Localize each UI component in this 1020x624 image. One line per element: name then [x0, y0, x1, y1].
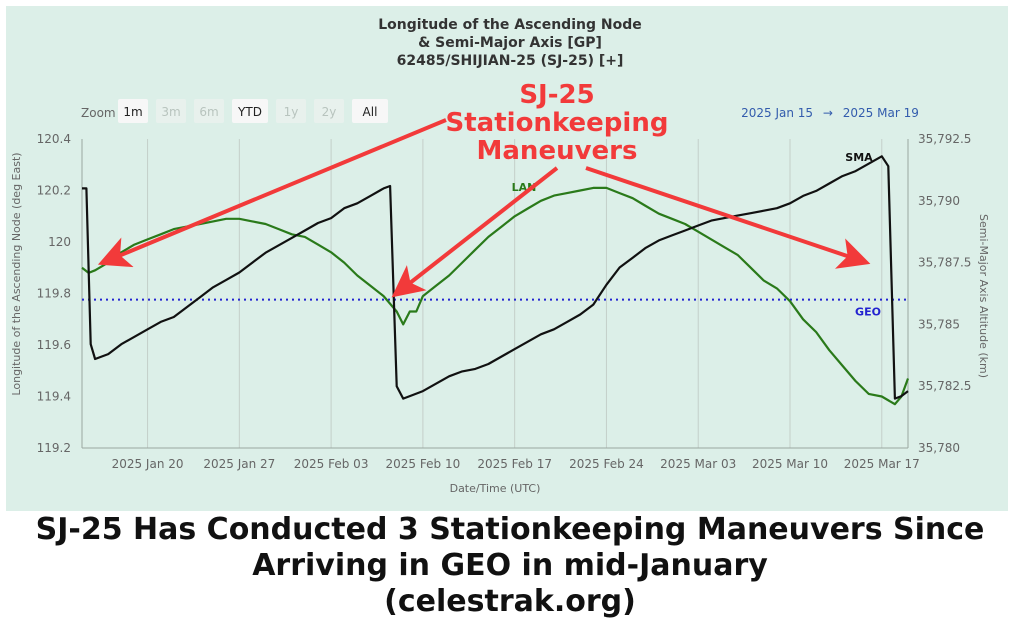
zoom-buttons: 1m 3m 6m YTD 1y 2y All	[118, 99, 388, 123]
y-left-tick-label: 120	[48, 235, 71, 249]
x-tick-label: 2025 Mar 17	[844, 457, 920, 471]
axes: 2025 Jan 20 2025 Jan 27 2025 Feb 03 2025 Fe…	[37, 132, 972, 471]
x-tick-label: 2025 Feb 10	[386, 457, 461, 471]
grid-lines	[147, 139, 883, 448]
range-from: 2025 Jan 15	[741, 106, 813, 120]
zoom-button-3m[interactable]: 3m	[156, 99, 186, 123]
x-tick-label: 2025 Feb 03	[294, 457, 369, 471]
y-left-tick-label: 119.6	[37, 338, 71, 352]
chart-canvas: Longitude of the Ascending Node & Semi-M…	[10, 17, 990, 495]
y-right-tick-label: 35,780	[918, 441, 960, 455]
caption-line-3: (celestrak.org)	[384, 584, 636, 619]
x-tick-label: 2025 Feb 24	[569, 457, 644, 471]
y-left-tick-label: 120.2	[37, 184, 71, 198]
zoom-button-bg	[156, 99, 186, 123]
series-label-sma: SMA	[845, 151, 873, 164]
range-to: 2025 Mar 19	[843, 106, 919, 120]
x-axis-title: Date/Time (UTC)	[450, 482, 541, 495]
series-line-sma	[82, 155, 909, 400]
caption-line-1: SJ-25 Has Conducted 3 Stationkeeping Man…	[35, 512, 985, 547]
arrow-to-mar-maneuver	[585, 166, 871, 269]
x-tick-label: 2025 Feb 17	[477, 457, 552, 471]
zoom-button-label: 1m	[123, 105, 142, 119]
zoom-button-bg	[232, 99, 268, 123]
zoom-button-label: 6m	[199, 105, 218, 119]
geo-line-label: GEO	[855, 306, 881, 319]
chart-title: Longitude of the Ascending Node	[378, 17, 641, 33]
zoom-button-bg	[314, 99, 344, 123]
zoom-button-label: All	[363, 105, 378, 119]
caption-line-2: Arriving in GEO in mid-January	[252, 548, 768, 583]
zoom-button-all[interactable]: All	[352, 99, 388, 123]
zoom-button-label: 3m	[161, 105, 180, 119]
chart-panel: Longitude of the Ascending Node & Semi-M…	[6, 6, 1008, 511]
y-axis-right-title: Semi-Major Axis Altitude (km)	[977, 214, 990, 378]
chart-subtitle-line-2: & Semi-Major Axis [GP]	[418, 35, 602, 51]
x-tick-label: 2025 Mar 03	[660, 457, 736, 471]
y-left-tick-label: 119.8	[37, 287, 71, 301]
zoom-button-label: 1y	[284, 105, 299, 119]
x-tick-label: 2025 Jan 27	[203, 457, 275, 471]
caption: SJ-25 Has Conducted 3 Stationkeeping Man…	[0, 512, 1020, 620]
annotation-line-2: Stationkeeping	[446, 108, 669, 138]
y-right-tick-label: 35,792.5	[918, 132, 971, 146]
zoom-button-bg	[194, 99, 224, 123]
y-left-tick-label: 119.2	[37, 441, 71, 455]
series-line-lan	[81, 186, 910, 406]
y-axis-left-title: Longitude of the Ascending Node (deg Eas…	[10, 152, 23, 395]
y-right-tick-label: 35,782.5	[918, 379, 971, 393]
zoom-button-6m[interactable]: 6m	[194, 99, 224, 123]
zoom-button-label: 2y	[322, 105, 337, 119]
zoom-button-1y[interactable]: 1y	[276, 99, 306, 123]
annotation-arrows	[97, 118, 871, 298]
zoom-button-label: YTD	[237, 105, 262, 119]
annotation-line-3: Maneuvers	[477, 136, 638, 166]
annotation-line-1: SJ-25	[519, 80, 594, 110]
chart-subtitle-line-3: 62485/SHIJIAN-25 (SJ-25) [+]	[397, 53, 624, 69]
y-right-tick-label: 35,790	[918, 194, 960, 208]
zoom-button-1m[interactable]: 1m	[118, 99, 148, 123]
zoom-button-ytd[interactable]: YTD	[232, 99, 268, 123]
date-range: 2025 Jan 15 → 2025 Mar 19	[741, 106, 919, 120]
zoom-button-2y[interactable]: 2y	[314, 99, 344, 123]
range-arrow: →	[823, 106, 833, 120]
arrow-to-feb-maneuver	[391, 166, 559, 298]
arrow-to-jan-maneuver	[97, 118, 447, 268]
x-tick-label: 2025 Mar 10	[752, 457, 828, 471]
x-tick-label: 2025 Jan 20	[112, 457, 184, 471]
zoom-button-bg	[276, 99, 306, 123]
zoom-button-bg	[118, 99, 148, 123]
y-right-tick-label: 35,787.5	[918, 256, 971, 270]
y-left-tick-label: 120.4	[37, 132, 71, 146]
zoom-label: Zoom	[81, 106, 116, 120]
series-lines	[81, 155, 910, 406]
y-left-tick-label: 119.4	[37, 390, 71, 404]
y-right-tick-label: 35,785	[918, 317, 960, 331]
zoom-button-bg	[352, 99, 388, 123]
